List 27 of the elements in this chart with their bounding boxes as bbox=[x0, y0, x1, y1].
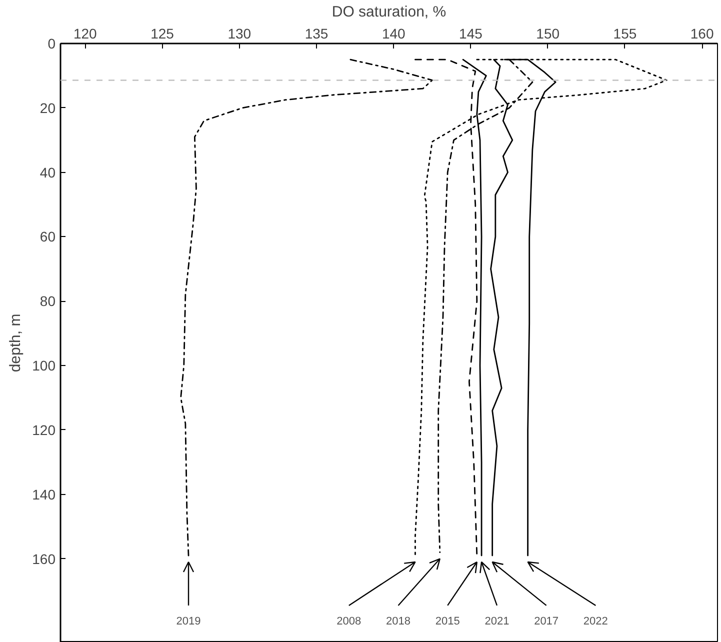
x-axis-title: DO saturation, % bbox=[332, 4, 446, 20]
text: 2015 bbox=[435, 616, 460, 628]
y-tick-label: 80 bbox=[40, 293, 56, 310]
y-tick-label: 0 bbox=[48, 36, 56, 52]
y-tick-label: 140 bbox=[32, 486, 56, 502]
x-tick-label: 130 bbox=[228, 26, 252, 42]
text: 2017 bbox=[534, 616, 559, 628]
text: 2018 bbox=[386, 616, 411, 628]
x-tick-label: 125 bbox=[150, 26, 174, 42]
text: 2022 bbox=[583, 616, 608, 628]
text: 2008 bbox=[336, 616, 362, 628]
y-tick-label: 120 bbox=[32, 422, 56, 438]
x-tick-label: 150 bbox=[536, 26, 560, 42]
x-tick-label: 140 bbox=[382, 26, 406, 42]
text: 2019 bbox=[176, 616, 201, 628]
x-tick-label: 120 bbox=[73, 26, 98, 42]
x-tick-label: 135 bbox=[304, 26, 328, 42]
x-tick-label: 145 bbox=[459, 26, 483, 42]
y-tick-label: 60 bbox=[40, 228, 56, 245]
x-tick-label: 160 bbox=[690, 26, 714, 42]
y-tick-label: 160 bbox=[32, 550, 56, 567]
y-tick-label: 40 bbox=[40, 164, 56, 180]
y-axis-title: depth, m bbox=[7, 314, 24, 372]
y-tick-label: 20 bbox=[40, 100, 56, 116]
text: 2021 bbox=[484, 616, 510, 628]
y-tick-label: 100 bbox=[32, 358, 56, 374]
x-tick-label: 155 bbox=[613, 26, 637, 42]
